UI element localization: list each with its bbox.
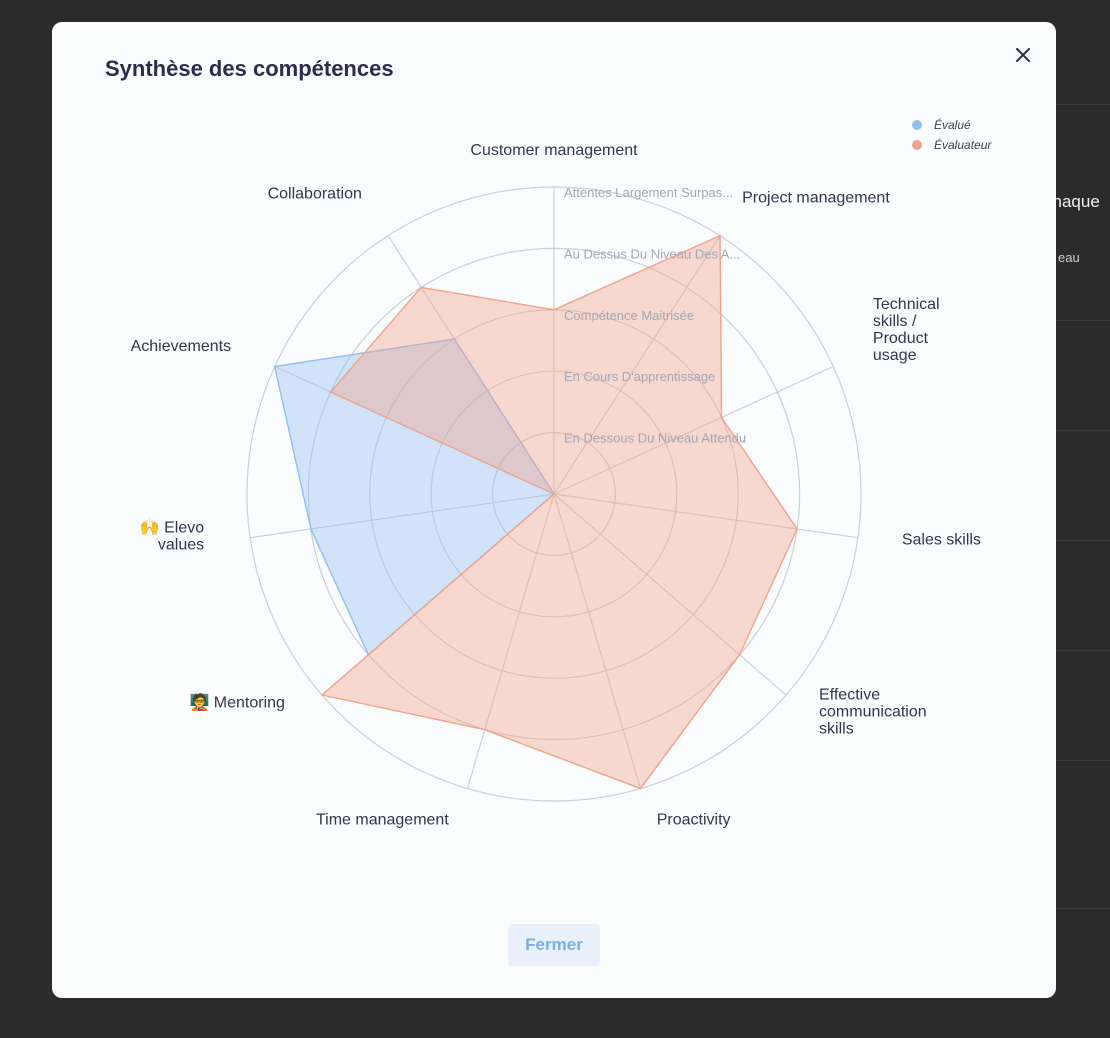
axis-label: 🙌 Elevo values: [140, 518, 204, 553]
axis-label: Project management: [742, 189, 890, 206]
fermer-button[interactable]: Fermer: [508, 924, 600, 966]
axis-label-line: Achievements: [131, 338, 232, 355]
axis-label-line: 🧑‍🏫 Mentoring: [189, 693, 285, 712]
axis-label: Collaboration: [268, 185, 362, 202]
background-divider: [1056, 650, 1110, 651]
grid-spoke: [250, 493, 555, 539]
background-divider: [1056, 540, 1110, 541]
axis-label-line: skills /: [873, 313, 917, 330]
axis-label-line: usage: [873, 347, 917, 364]
axis-label-line: values: [158, 536, 204, 553]
legend-dot: [912, 120, 922, 130]
axis-label: 🧑‍🏫 Mentoring: [189, 693, 285, 712]
axis-label: Sales skills: [902, 531, 981, 548]
axis-label-line: skills: [819, 721, 854, 738]
skills-summary-modal: Synthèse des compétences En Dessous Du N…: [52, 22, 1056, 998]
modal-title: Synthèse des compétences: [105, 56, 394, 81]
chart-legend: Évalué Évaluateur: [912, 115, 991, 155]
background-divider: [1056, 908, 1110, 909]
series-polygon-evaluateur: [320, 234, 798, 790]
axis-label-line: Project management: [742, 189, 890, 206]
axis-label: Time management: [316, 811, 449, 828]
grid-spoke: [553, 365, 834, 495]
axis-label: Achievements: [131, 338, 232, 355]
axis-label-line: Technical: [873, 296, 940, 313]
background-divider: [1056, 320, 1110, 321]
legend-label: Évalué: [934, 118, 971, 132]
grid-spoke: [553, 493, 787, 696]
axis-label-line: Time management: [316, 811, 449, 828]
axis-label-line: Sales skills: [902, 531, 981, 548]
axis-label: Proactivity: [657, 811, 731, 828]
level-label: Au Dessus Du Niveau Des A...: [564, 246, 740, 261]
background-divider: [1056, 760, 1110, 761]
axis-label-line: Proactivity: [657, 811, 731, 828]
grid-spoke: [553, 493, 642, 789]
axis-label-line: 🙌 Elevo: [140, 518, 204, 536]
background-text: chaque: [1044, 192, 1100, 211]
legend-item: Évalué: [912, 115, 991, 135]
axis-label: Effective communication skills: [819, 687, 927, 738]
close-button[interactable]: [1008, 40, 1038, 70]
background-divider: [1056, 430, 1110, 431]
level-label: Attentes Largement Surpas...: [564, 185, 733, 200]
axis-label-line: Collaboration: [268, 185, 362, 202]
legend-label: Évaluateur: [934, 138, 992, 152]
axis-label: Customer management: [470, 142, 638, 159]
radar-chart: En Dessous Du Niveau Attendu En Cours D'a…: [131, 142, 981, 828]
level-label: Compétence Maitrisée: [564, 308, 694, 323]
legend-dot: [912, 140, 922, 150]
level-label: En Dessous Du Niveau Attendu: [564, 431, 746, 446]
grid-spoke: [466, 493, 555, 789]
axis-label-line: Product: [873, 330, 929, 347]
background-divider: [1056, 104, 1110, 105]
legend-item: Évaluateur: [912, 135, 991, 155]
axis-label-line: Effective: [819, 687, 880, 704]
axis-label: Technical skills / Product usage: [873, 296, 940, 364]
level-label: En Cours D'apprentissage: [564, 369, 715, 384]
axis-label-line: communication: [819, 704, 927, 721]
grid-spoke: [553, 493, 858, 539]
grid-spoke: [553, 235, 721, 495]
close-icon: [1016, 48, 1030, 62]
axis-label-line: Customer management: [470, 142, 638, 159]
background-text: eau: [1058, 250, 1080, 265]
